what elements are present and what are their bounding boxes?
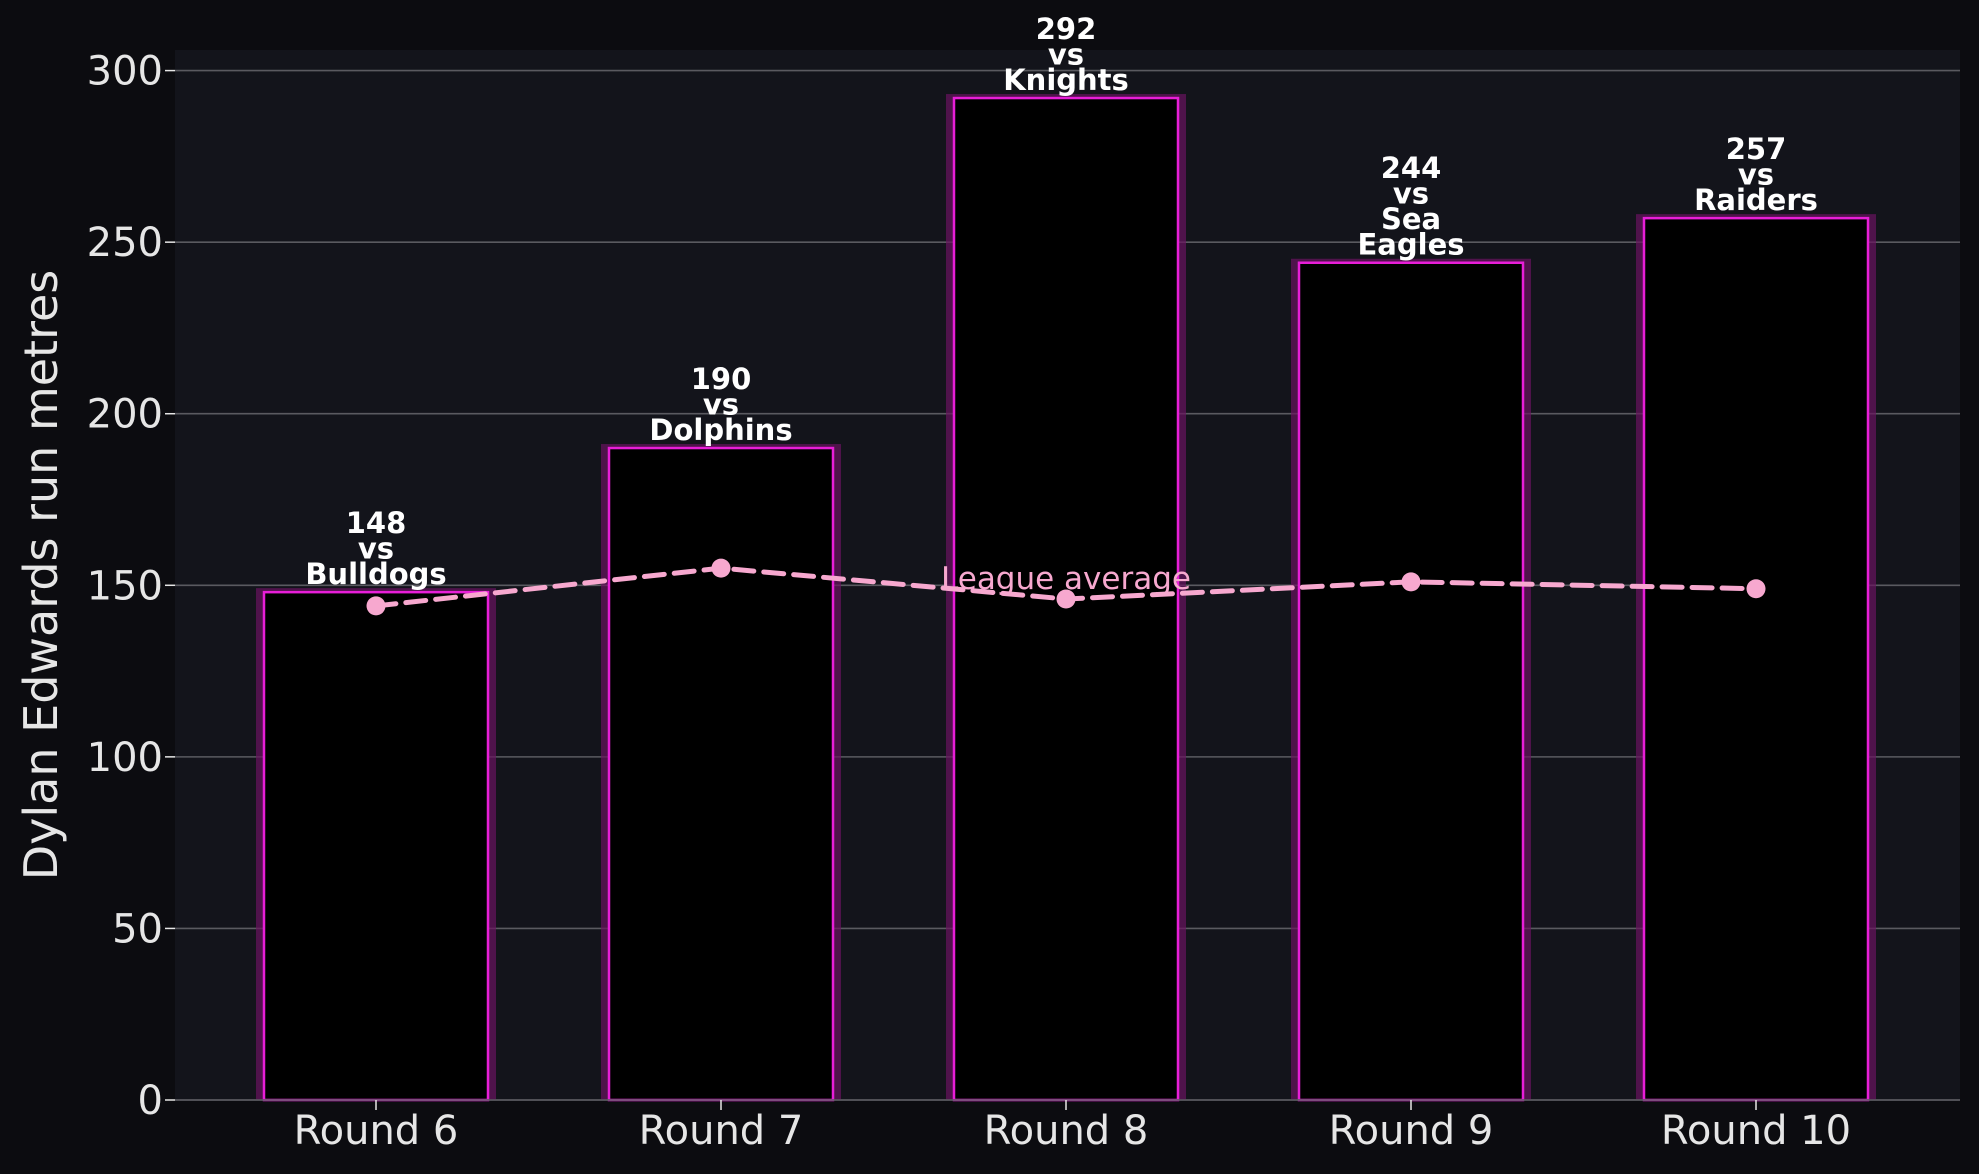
y-tick-label: 150 xyxy=(87,563,163,609)
bar-label-line: 148 xyxy=(346,506,407,540)
y-tick-label: 250 xyxy=(87,220,163,266)
y-axis-title: Dylan Edwards run metres xyxy=(14,270,68,881)
average-line-label: League average xyxy=(941,561,1191,597)
y-tick-label: 0 xyxy=(138,1078,163,1124)
bar-label-line: Knights xyxy=(1003,63,1129,97)
bar-label-line: 244 xyxy=(1381,151,1442,185)
y-tick-label: 100 xyxy=(87,735,163,781)
y-tick-label: 200 xyxy=(87,392,163,438)
bar xyxy=(262,590,490,1102)
average-point xyxy=(711,558,731,578)
average-point xyxy=(1056,589,1076,609)
bar xyxy=(1297,261,1525,1102)
x-tick-label: Round 6 xyxy=(294,1108,459,1154)
x-tick-label: Round 8 xyxy=(984,1108,1149,1154)
y-tick-label: 50 xyxy=(112,906,163,952)
bar-label-line: Raiders xyxy=(1694,183,1818,217)
bar-label-line: Eagles xyxy=(1357,228,1464,262)
bar-label-line: Bulldogs xyxy=(305,557,446,591)
average-point xyxy=(1401,572,1421,592)
bar-label-line: vs xyxy=(1738,158,1774,192)
x-axis-ticks: Round 6 Round 7 Round 8 Round 9 Round 10 xyxy=(175,1099,1960,1154)
y-tick-label: 300 xyxy=(87,49,163,95)
bar-label-line: Sea xyxy=(1381,202,1441,236)
bar-label-line: vs xyxy=(703,388,739,422)
bar-label-line: 190 xyxy=(691,362,752,396)
average-point xyxy=(1746,579,1766,599)
average-point xyxy=(366,596,386,616)
bar-labels: 148vsBulldogs190vsDolphins292vsKnights24… xyxy=(305,12,1818,591)
x-tick-label: Round 7 xyxy=(639,1108,804,1154)
bar-label-line: 292 xyxy=(1036,12,1097,46)
x-tick-label: Round 10 xyxy=(1661,1108,1851,1154)
bar xyxy=(1642,216,1870,1102)
bar-label-line: vs xyxy=(1393,177,1429,211)
bar-label-line: 257 xyxy=(1726,132,1787,166)
x-tick-label: Round 9 xyxy=(1329,1108,1494,1154)
bars xyxy=(256,94,1876,1102)
bar xyxy=(607,446,835,1102)
average-line-group: League average xyxy=(366,558,1766,616)
bar-label-line: Dolphins xyxy=(649,413,792,447)
bar-label-line: vs xyxy=(1048,38,1084,72)
bar-label-line: vs xyxy=(358,532,394,566)
y-axis-ticks: 0 50 100 150 200 250 300 xyxy=(87,49,175,1124)
